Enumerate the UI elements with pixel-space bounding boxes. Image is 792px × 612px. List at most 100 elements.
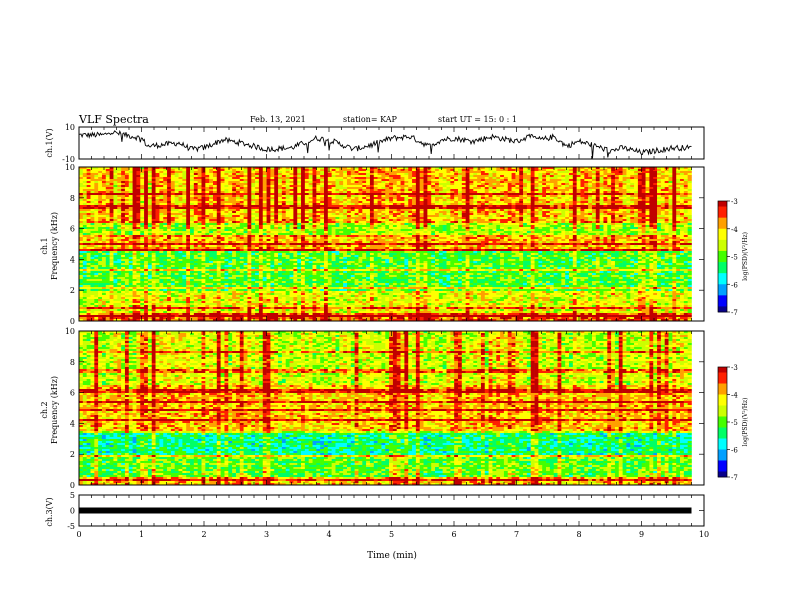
spectrogram-cell xyxy=(660,189,666,192)
spectrogram-cell xyxy=(105,209,110,212)
spectrogram-cell xyxy=(530,225,535,228)
spectrogram-cell xyxy=(297,199,302,202)
spectrogram-cell xyxy=(546,175,551,178)
spectrogram-cell xyxy=(385,175,390,178)
spectrogram-cell xyxy=(101,205,107,208)
spectrogram-cell xyxy=(683,175,688,178)
spectrogram-cell xyxy=(611,187,616,190)
spectrogram-cell xyxy=(247,199,252,202)
spectrogram-cell xyxy=(546,177,551,180)
spectrogram-cell xyxy=(339,185,344,188)
spectrogram-cell xyxy=(182,209,187,212)
spectrogram-cell xyxy=(289,225,294,228)
spectrogram-cell xyxy=(124,185,130,188)
spectrogram-cell xyxy=(346,171,352,174)
spectrogram-cell xyxy=(408,171,413,174)
spectrogram-cell xyxy=(538,209,543,212)
spectrogram-cell xyxy=(105,171,110,174)
spectrogram-cell xyxy=(178,209,183,212)
spectrogram-cell xyxy=(507,189,512,192)
spectrogram-cell xyxy=(105,217,110,220)
spectrogram-cell xyxy=(266,167,271,170)
spectrogram-cell xyxy=(446,177,451,180)
spectrogram-cell xyxy=(431,175,436,178)
spectrogram-cell xyxy=(431,183,436,186)
spectrogram-cell xyxy=(503,221,509,224)
spectrogram-cell xyxy=(86,169,91,172)
spectrogram-cell xyxy=(431,167,436,170)
spectrogram-cell xyxy=(637,201,643,204)
spectrogram-cell xyxy=(201,211,206,214)
spectrogram-cell xyxy=(484,185,489,188)
spectrogram-cell xyxy=(266,225,271,228)
spectrogram-cell xyxy=(438,209,443,212)
spectrogram-cell xyxy=(630,187,635,190)
spectrogram-cell xyxy=(235,189,241,192)
spectrogram-cell xyxy=(599,179,604,182)
spectrogram-cell xyxy=(530,169,535,172)
spectrogram-cell xyxy=(136,217,141,220)
spectrogram-cell xyxy=(427,219,432,222)
spectrogram-cell xyxy=(431,177,436,180)
spectrogram-cell xyxy=(324,185,329,188)
spectrogram-cell xyxy=(327,167,332,170)
spectrogram-cell xyxy=(190,213,195,216)
spectrogram-cell xyxy=(565,189,570,192)
spectrogram-cell xyxy=(186,191,191,194)
spectrogram-cell xyxy=(469,195,474,198)
spectrogram-cell xyxy=(212,191,218,194)
spectrogram-cell xyxy=(480,185,486,188)
spectrogram-cell xyxy=(366,185,371,188)
spectrogram-cell xyxy=(461,183,466,186)
spectrogram-cell xyxy=(209,189,214,192)
spectrogram-cell xyxy=(549,191,554,194)
spectrogram-cell xyxy=(262,189,267,192)
spectrogram-cell xyxy=(442,189,447,192)
spectrogram-cell xyxy=(649,173,654,176)
spectrogram-cell xyxy=(159,177,164,180)
spectrogram-cell xyxy=(327,205,332,208)
spectrogram-cell xyxy=(412,201,417,204)
spectrogram-cell xyxy=(293,171,298,174)
spectrogram-cell xyxy=(637,191,643,194)
spectrogram-cell xyxy=(603,199,608,202)
spectrogram-cell xyxy=(350,201,355,204)
spectrogram-cell xyxy=(569,173,574,176)
spectrogram-cell xyxy=(438,167,443,170)
spectrogram-cell xyxy=(630,197,635,200)
spectrogram-cell xyxy=(465,171,470,174)
spectrogram-cell xyxy=(174,217,179,220)
spectrogram-cell xyxy=(101,215,107,218)
spectrogram-cell xyxy=(649,203,654,206)
spectrogram-cell xyxy=(400,173,405,176)
spectrogram-cell xyxy=(124,219,130,222)
spectrogram-cell xyxy=(496,199,501,202)
spectrogram-cell xyxy=(178,167,183,170)
spectrogram-cell xyxy=(419,167,424,170)
spectrogram-cell xyxy=(569,189,574,192)
spectrogram-cell xyxy=(588,207,593,210)
spectrogram-cell xyxy=(140,205,145,208)
spectrogram-cell xyxy=(220,181,225,184)
spectrogram-cell xyxy=(431,173,436,176)
spectrogram-cell xyxy=(446,179,451,182)
spectrogram-cell xyxy=(79,211,84,214)
spectrogram-cell xyxy=(232,195,237,198)
spectrogram-cell xyxy=(304,173,309,176)
spectrogram-cell xyxy=(500,187,505,190)
spectrogram-cell xyxy=(262,205,267,208)
spectrogram-cell xyxy=(251,167,256,170)
spectrogram-cell xyxy=(496,169,501,172)
spectrogram-cell xyxy=(423,209,428,212)
spectrogram-cell xyxy=(98,181,103,184)
spectrogram-cell xyxy=(193,221,198,224)
spectrogram-cell xyxy=(190,215,195,218)
spectrogram-cell xyxy=(339,215,344,218)
spectrogram-cell xyxy=(270,177,275,180)
spectrogram-cell xyxy=(90,227,95,230)
spectrogram-cell xyxy=(446,193,451,196)
spectrogram-cell xyxy=(492,221,497,224)
spectrogram-cell xyxy=(266,207,271,210)
spectrogram-cell xyxy=(392,167,398,170)
